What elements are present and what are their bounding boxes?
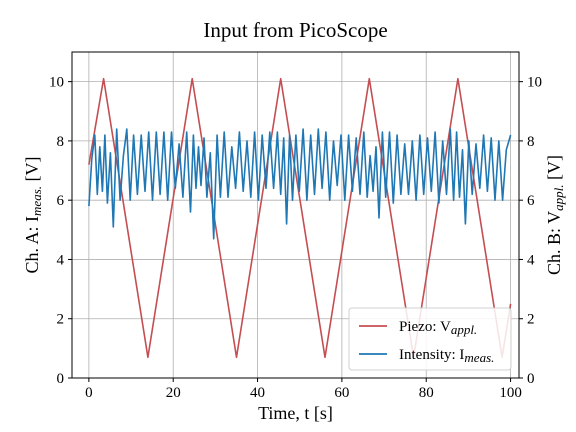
labels: 0 20 40 60 80 100 0 0 2 2 4 4 6 6 8 8 10 10 Input from Pic…: [22, 18, 566, 423]
x-tick-label: 100: [499, 385, 522, 401]
x-tick-label: 60: [334, 385, 349, 401]
y-tick-label-left: 10: [49, 75, 64, 91]
y-tick-label-left: 4: [57, 252, 65, 268]
y-tick-label-left: 6: [57, 193, 65, 209]
x-tick-label: 0: [85, 385, 93, 401]
legend-label: Piezo: Vappl.: [399, 319, 477, 337]
y-tick-label-left: 8: [57, 134, 65, 150]
y-tick-label-left: 0: [57, 371, 65, 387]
x-axis-label: Time, t [s]: [258, 403, 333, 423]
y-tick-label-right: 8: [527, 134, 535, 150]
series-line-intensity: [88, 128, 512, 240]
y-tick-label-right: 2: [527, 312, 535, 328]
x-tick-label: 80: [419, 385, 434, 401]
y-tick-label-left: 2: [57, 312, 65, 328]
y-tick-label-right: 4: [527, 252, 535, 268]
y-tick-label-right: 6: [527, 193, 535, 209]
y-axis-label-left: Ch. A: Imeas. [V]: [22, 157, 44, 274]
chart-title: Input from PicoScope: [203, 18, 387, 42]
axes: [68, 51, 523, 382]
y-tick-label-right: 10: [527, 75, 542, 91]
series-layer: [88, 77, 512, 359]
plot-frame: [71, 51, 520, 379]
y-tick-label-right: 0: [527, 371, 535, 387]
y-axis-label-right: Ch. B: Vappl. [V]: [544, 155, 566, 275]
series-line-piezo: [88, 77, 512, 359]
legend-label: Intensity: Imeas.: [399, 347, 494, 365]
x-tick-label: 20: [166, 385, 181, 401]
legend: Piezo: Vappl. Intensity: Imeas.: [348, 307, 512, 371]
legend-box: [348, 307, 512, 371]
x-tick-label: 40: [250, 385, 265, 401]
